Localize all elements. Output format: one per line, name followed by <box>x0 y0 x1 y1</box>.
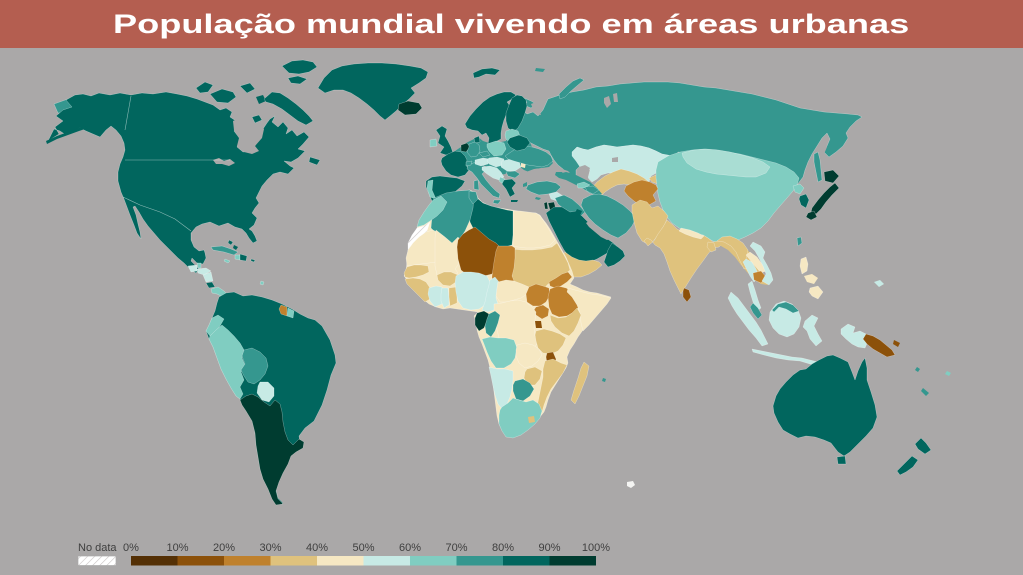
svg-text:40%: 40% <box>306 542 328 554</box>
svg-text:100%: 100% <box>582 542 610 554</box>
svg-text:30%: 30% <box>259 542 281 554</box>
svg-text:70%: 70% <box>445 542 467 554</box>
svg-text:50%: 50% <box>352 542 374 554</box>
svg-text:0%: 0% <box>123 542 139 554</box>
svg-text:10%: 10% <box>166 542 188 554</box>
svg-text:60%: 60% <box>399 542 421 554</box>
svg-text:90%: 90% <box>538 542 560 554</box>
svg-text:80%: 80% <box>492 542 514 554</box>
svg-text:20%: 20% <box>213 542 235 554</box>
svg-text:No data: No data <box>78 542 117 554</box>
